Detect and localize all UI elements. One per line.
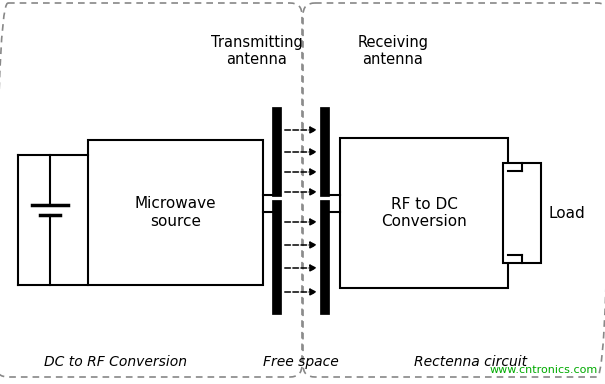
Text: Receiving
antenna: Receiving antenna — [358, 35, 428, 68]
Text: DC to RF Conversion: DC to RF Conversion — [44, 355, 187, 369]
Text: Free space: Free space — [263, 355, 339, 369]
Text: Rectenna circuit: Rectenna circuit — [414, 355, 527, 369]
Text: Transmitting
antenna: Transmitting antenna — [211, 35, 303, 68]
Bar — [340, 138, 508, 288]
Bar — [88, 140, 263, 285]
Text: RF to DC
Conversion: RF to DC Conversion — [381, 197, 467, 229]
Text: Load: Load — [549, 205, 586, 220]
Bar — [503, 163, 541, 263]
Text: Microwave
source: Microwave source — [135, 196, 217, 229]
Text: www.cntronics.com: www.cntronics.com — [490, 365, 598, 375]
